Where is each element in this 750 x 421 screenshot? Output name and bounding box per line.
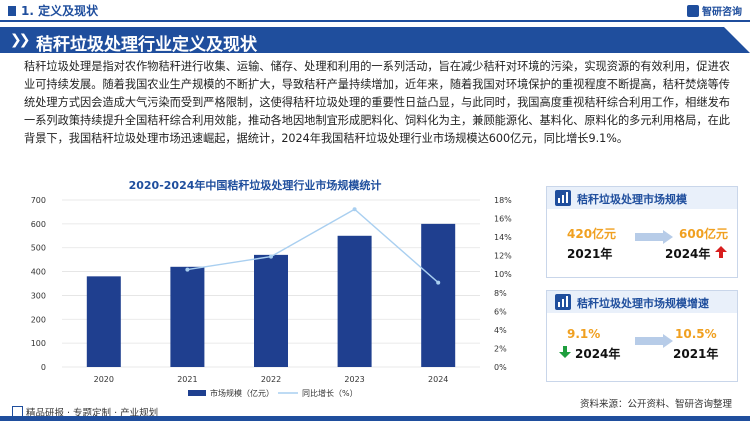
x-tick-label: 2020 bbox=[94, 375, 114, 384]
left-tick-label: 100 bbox=[31, 339, 46, 348]
right-tick-label: 12% bbox=[494, 252, 512, 261]
footer-text: 精品研报 · 专题定制 · 产业规划 bbox=[26, 408, 159, 419]
left-tick-label: 600 bbox=[31, 220, 46, 229]
card-header: 秸秆垃圾处理市场规模 bbox=[547, 187, 737, 209]
section-marker-icon bbox=[8, 6, 16, 16]
left-tick-label: 500 bbox=[31, 244, 46, 253]
bar bbox=[86, 276, 121, 367]
section-label: 1. 定义及现状 bbox=[8, 2, 98, 19]
left-tick-label: 400 bbox=[31, 268, 46, 277]
section-header: 1. 定义及现状 智研咨询 bbox=[0, 0, 750, 22]
growth-rate-card: 秸秆垃圾处理市场规模增速 9.1% 2024年 10.5% 2021年 bbox=[546, 290, 738, 382]
right-tick-label: 4% bbox=[494, 326, 507, 335]
right-tick-label: 18% bbox=[494, 196, 512, 205]
x-tick-label: 2021 bbox=[177, 375, 197, 384]
right-tick-label: 10% bbox=[494, 270, 512, 279]
arrow-right-icon bbox=[635, 230, 673, 244]
section-title: 1. 定义及现状 bbox=[21, 4, 99, 18]
to-year: 2021年 bbox=[673, 347, 719, 361]
x-tick-label: 2024 bbox=[428, 375, 448, 384]
right-tick-label: 2% bbox=[494, 344, 507, 353]
banner-corner bbox=[724, 27, 750, 53]
card-header: 秸秆垃圾处理市场规模增速 bbox=[547, 291, 737, 313]
from-value: 420亿元 bbox=[567, 227, 617, 241]
to-value: 600亿元 bbox=[679, 227, 729, 241]
card-title: 秸秆垃圾处理市场规模增速 bbox=[577, 297, 709, 310]
growth-point bbox=[352, 207, 357, 212]
growth-point bbox=[185, 267, 190, 272]
left-tick-label: 300 bbox=[31, 291, 46, 300]
bar-chart-icon bbox=[555, 190, 571, 206]
trend-down-icon bbox=[559, 346, 571, 358]
from-year: 2021年 bbox=[567, 247, 613, 261]
to-value: 10.5% bbox=[675, 327, 717, 341]
right-tick-label: 6% bbox=[494, 307, 507, 316]
x-tick-label: 2023 bbox=[344, 375, 364, 384]
market-size-chart: 0 100 200 300 400 500 600 700 0% 2% 4% 6% 8% 10% 12% 14… bbox=[31, 196, 512, 398]
left-tick-label: 200 bbox=[31, 315, 46, 324]
bar bbox=[337, 235, 372, 367]
from-value: 9.1% bbox=[567, 327, 601, 341]
intro-paragraph: 秸秆垃圾处理是指对农作物秸秆进行收集、运输、储存、处理和利用的一系列活动，旨在减… bbox=[24, 60, 730, 145]
from-year: 2024年 bbox=[575, 347, 621, 361]
brand-logo: 智研咨询 bbox=[687, 3, 742, 18]
to-year: 2024年 bbox=[665, 247, 711, 261]
right-tick-label: 16% bbox=[494, 215, 512, 224]
header-divider bbox=[0, 20, 750, 22]
bar-chart-icon bbox=[555, 294, 571, 310]
logo-icon bbox=[687, 5, 699, 17]
legend-swatch-bar bbox=[188, 390, 206, 396]
x-tick-label: 2022 bbox=[261, 375, 281, 384]
right-tick-label: 14% bbox=[494, 233, 512, 242]
footer-bar bbox=[0, 416, 750, 421]
card-title: 秸秆垃圾处理市场规模 bbox=[577, 193, 687, 206]
chart-title: 2020-2024年中国秸秆垃圾处理行业市场规模统计 bbox=[128, 179, 382, 192]
left-tick-label: 0 bbox=[41, 363, 46, 372]
arrow-right-icon bbox=[635, 334, 673, 348]
bar bbox=[421, 223, 456, 367]
legend-label: 市场规模（亿元） bbox=[210, 388, 274, 398]
growth-point bbox=[269, 254, 273, 259]
legend-label: 同比增长（%） bbox=[302, 388, 358, 398]
bar bbox=[170, 266, 205, 367]
market-size-card: 秸秆垃圾处理市场规模 420亿元 2021年 600亿元 2024年 bbox=[546, 186, 738, 278]
data-source: 资料来源：公开资料、智研咨询整理 bbox=[579, 399, 732, 410]
growth-point bbox=[436, 280, 441, 285]
page-title: 秸秆垃圾处理行业定义及现状 bbox=[36, 35, 257, 55]
title-banner: ❯❯ 秸秆垃圾处理行业定义及现状 bbox=[0, 27, 750, 55]
double-chevron-icon: ❯❯ bbox=[10, 32, 31, 48]
right-tick-label: 0% bbox=[494, 363, 507, 372]
trend-up-icon bbox=[715, 246, 727, 258]
logo-text: 智研咨询 bbox=[702, 7, 742, 18]
left-tick-label: 700 bbox=[31, 196, 46, 205]
growth-line bbox=[187, 208, 439, 284]
right-tick-label: 8% bbox=[494, 289, 507, 298]
bar bbox=[254, 254, 288, 367]
